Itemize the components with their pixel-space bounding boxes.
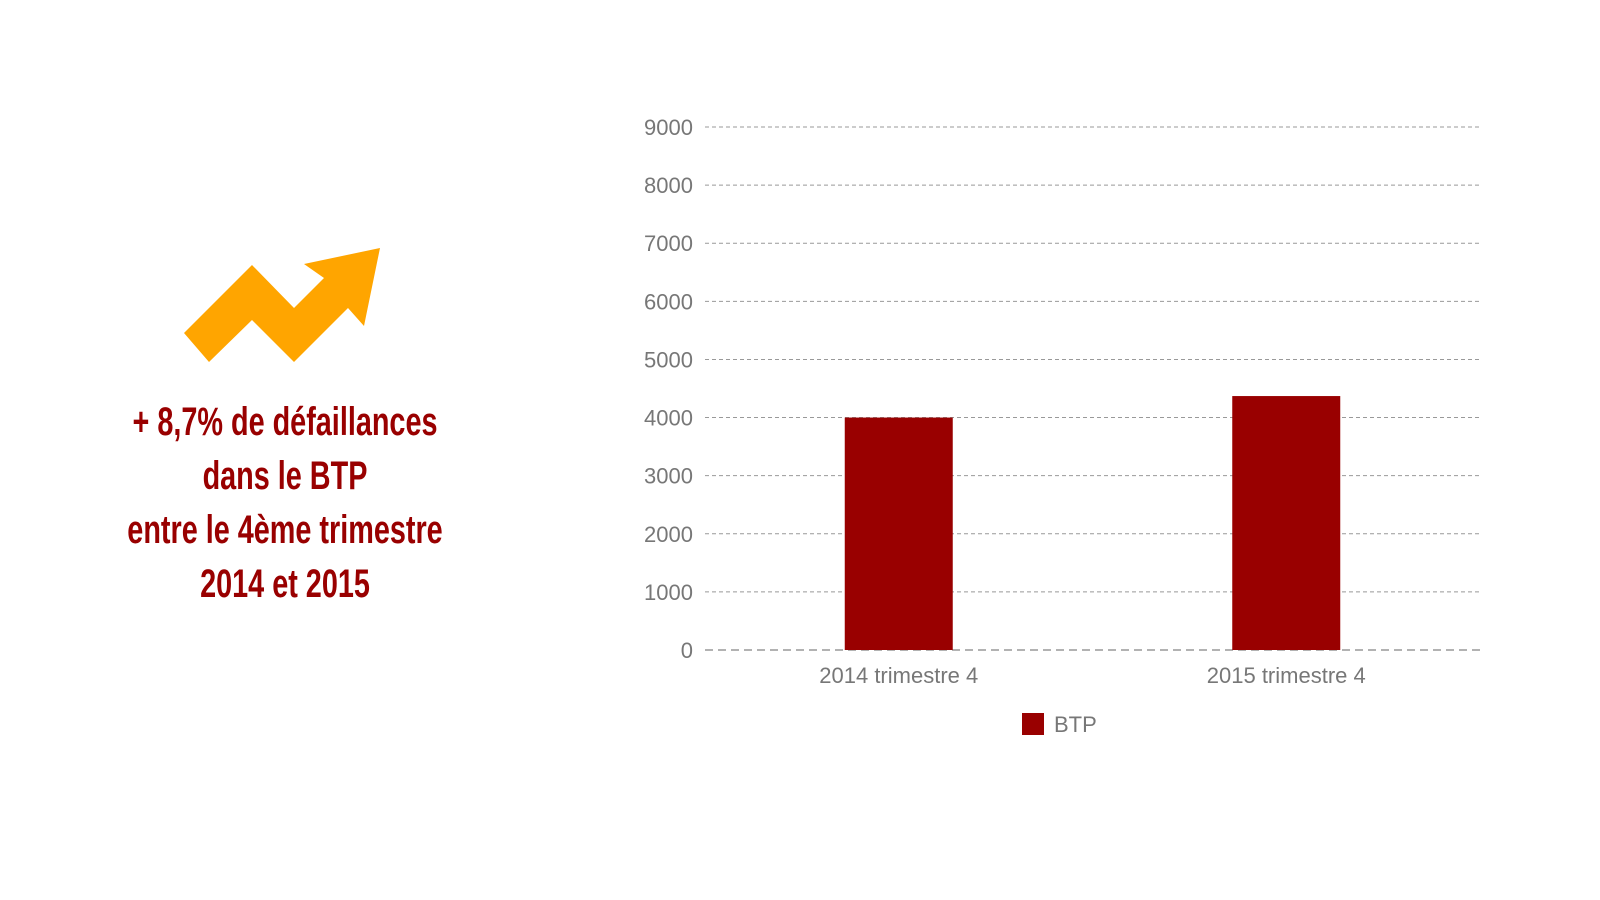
legend: BTP [1022,712,1097,737]
grid-lines [705,126,1480,651]
headline-line-4: 2014 et 2015 [200,562,370,606]
x-axis-ticks: 2014 trimestre 4 2015 trimestre 4 [819,663,1365,688]
headline-line-3: entre le 4ème trimestre [127,508,443,552]
y-tick-label: 3000 [644,464,693,489]
bar [1232,396,1341,650]
y-axis-ticks: 0 1000 2000 3000 4000 5000 6000 7000 8000 9000 [644,115,693,663]
trend-up-arrow-icon [184,248,380,362]
x-tick-label: 2014 trimestre 4 [819,663,978,688]
bars [844,396,1341,650]
y-tick-label: 2000 [644,522,693,547]
bar [844,417,953,650]
bar-chart: 0 1000 2000 3000 4000 5000 6000 7000 8000 9000 20… [644,115,1480,737]
x-tick-label: 2015 trimestre 4 [1207,663,1366,688]
headline: + 8,7% de défaillances dans le BTP entre… [123,395,447,611]
legend-swatch [1022,713,1044,735]
y-tick-label: 6000 [644,289,693,314]
y-tick-label: 5000 [644,347,693,372]
y-tick-label: 9000 [644,115,693,140]
headline-line-2: dans le BTP [202,454,368,498]
headline-line-1: + 8,7% de défaillances [132,400,438,444]
y-tick-label: 1000 [644,580,693,605]
y-tick-label: 8000 [644,173,693,198]
y-tick-label: 7000 [644,231,693,256]
y-tick-label: 0 [681,638,693,663]
legend-label: BTP [1054,712,1097,737]
y-tick-label: 4000 [644,406,693,431]
